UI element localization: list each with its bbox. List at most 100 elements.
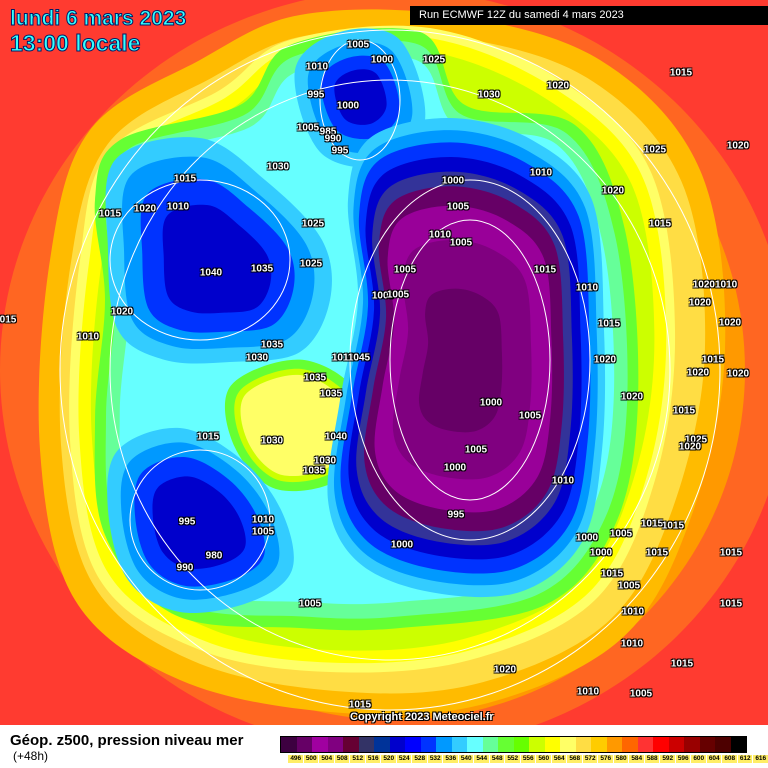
- isobar-label: 1005: [346, 39, 370, 51]
- isobar-label: 1020: [493, 664, 517, 676]
- scale-tick-label: 520: [380, 754, 398, 764]
- color-swatch: [684, 737, 700, 752]
- scale-tick-label: 532: [426, 754, 444, 764]
- isobar-line: [129, 449, 271, 591]
- isobar-label: 1020: [726, 140, 750, 152]
- color-swatch: [389, 737, 405, 752]
- scale-tick-label: 524: [395, 754, 413, 764]
- isobar-label: 1020: [593, 354, 617, 366]
- color-swatch: [529, 737, 545, 752]
- isobar-line: [109, 179, 291, 341]
- isobar-label: 1040: [324, 431, 348, 443]
- isobar-label: 1000: [390, 539, 414, 551]
- color-swatch: [575, 737, 591, 752]
- color-scale: [280, 736, 747, 753]
- isobar-label: 1000: [371, 290, 395, 302]
- scale-tick-label: 556: [519, 754, 537, 764]
- scale-tick-label: 580: [612, 754, 630, 764]
- color-swatch: [653, 737, 669, 752]
- legend-panel: Géop. z500, pression niveau mer (+48h) 4…: [0, 725, 768, 768]
- isobar-label: 1035: [250, 263, 274, 275]
- isobar-label: 1020: [133, 203, 157, 215]
- isobar-label: 1015: [719, 547, 743, 559]
- isobar-label: 1000: [479, 397, 503, 409]
- color-swatch: [622, 737, 638, 752]
- isobar-label: 1005: [296, 122, 320, 134]
- isobar-line: [389, 219, 551, 501]
- scale-tick-label: 508: [333, 754, 351, 764]
- isobar-line: [109, 79, 671, 661]
- isobar-label: 1005: [629, 688, 653, 700]
- color-swatch: [513, 737, 529, 752]
- isobar-label: 1010: [305, 61, 329, 73]
- color-swatch: [498, 737, 514, 752]
- scale-tick-label: 608: [721, 754, 739, 764]
- scale-tick-label: 504: [318, 754, 336, 764]
- contour-band: [418, 288, 503, 433]
- isobar-label: 1015: [701, 354, 725, 366]
- isobar-label: 1010: [166, 201, 190, 213]
- isobar-label: 1015: [597, 318, 621, 330]
- color-swatch: [436, 737, 452, 752]
- isobar-label: 995: [447, 509, 465, 521]
- isobar-label: 1015: [348, 699, 372, 711]
- color-swatch: [281, 737, 297, 752]
- legend-subtitle: (+48h): [13, 749, 49, 763]
- isobar-label: 990: [176, 562, 194, 574]
- scale-tick-label: 584: [628, 754, 646, 764]
- isobar-label: 1010: [331, 352, 355, 364]
- isobar-label: 1015: [670, 658, 694, 670]
- color-swatch: [730, 737, 746, 752]
- isobar-label: 1030: [313, 455, 337, 467]
- isobar-label: 990: [324, 133, 342, 145]
- isobar-label: 1045: [347, 352, 371, 364]
- isobar-label: 1000: [336, 100, 360, 112]
- isobar-label: 1015: [672, 405, 696, 417]
- geopotential-field: [0, 0, 768, 725]
- model-run-info: Run ECMWF 12Z du samedi 4 mars 2023: [410, 6, 768, 25]
- isobar-label: 1005: [386, 289, 410, 301]
- isobar-label: 1030: [245, 352, 269, 364]
- isobar-label: 1025: [422, 54, 446, 66]
- color-swatch: [668, 737, 684, 752]
- scale-tick-label: 536: [442, 754, 460, 764]
- scale-tick-label: 540: [457, 754, 475, 764]
- isobar-label: 015: [0, 314, 17, 326]
- scale-tick-label: 600: [690, 754, 708, 764]
- isobar-label: 1010: [551, 475, 575, 487]
- isobar-label: 1035: [260, 339, 284, 351]
- contour-band: [152, 476, 246, 569]
- isobar-label: 10201010: [692, 279, 738, 291]
- isobar-label: 1010: [428, 229, 452, 241]
- isobar-label: 1015: [648, 218, 672, 230]
- isobar-label: 1005: [298, 598, 322, 610]
- isobar-label: 1025: [643, 144, 667, 156]
- isobar-label: 1000: [575, 532, 599, 544]
- isobar-label: 1035: [319, 388, 343, 400]
- color-swatch: [312, 737, 328, 752]
- color-swatch: [451, 737, 467, 752]
- isobar-label: 1010: [576, 686, 600, 698]
- weather-map: 1005 1000 1025 1010 995 1000 1030 1020 1015 1005 9…: [0, 0, 768, 725]
- scale-tick-label: 576: [597, 754, 615, 764]
- isobar-label: 995: [307, 89, 325, 101]
- isobar-label: 1015: [196, 431, 220, 443]
- isobar-label: 985: [319, 126, 337, 138]
- color-swatch: [405, 737, 421, 752]
- color-swatch: [591, 737, 607, 752]
- isobar-label: 1035: [303, 372, 327, 384]
- isobar-line: [319, 39, 401, 161]
- isobar-line: [59, 29, 721, 711]
- isobar-label: 1015: [645, 547, 669, 559]
- isobar-label: 1040: [199, 267, 223, 279]
- isobar-label: 1000: [370, 54, 394, 66]
- isobar-label: 1020: [620, 391, 644, 403]
- isobar-label: 1010: [251, 514, 275, 526]
- color-swatch: [296, 737, 312, 752]
- scale-tick-label: 544: [473, 754, 491, 764]
- forecast-time: 13:00 locale: [9, 30, 141, 56]
- isobar-label: 1005: [446, 201, 470, 213]
- isobar-label: 1020: [688, 297, 712, 309]
- isobar-label: 1015: [669, 67, 693, 79]
- legend-title: Géop. z500, pression niveau mer: [10, 732, 244, 749]
